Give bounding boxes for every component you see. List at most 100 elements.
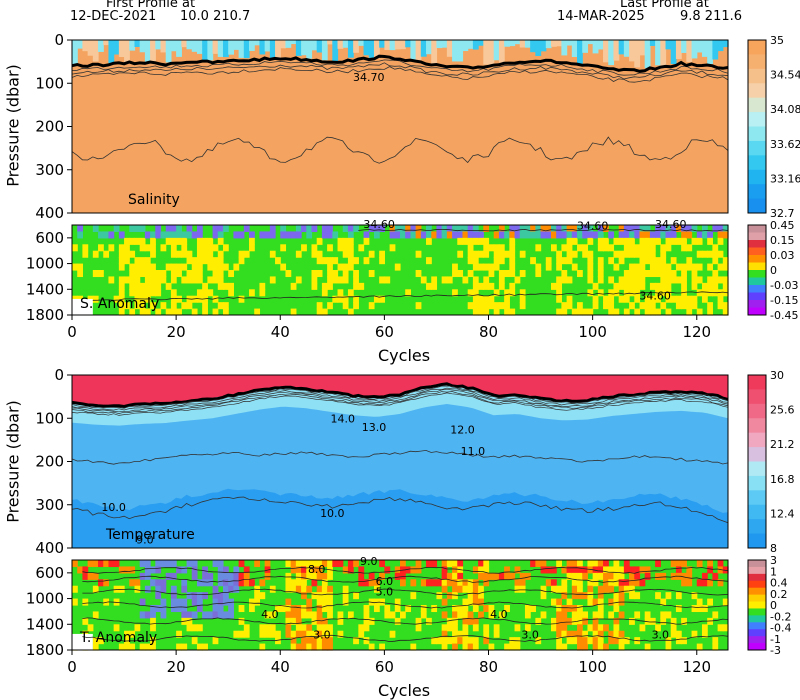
s-anomaly-cell [603, 225, 609, 233]
s-anomaly-cell [618, 257, 625, 265]
salinity-contour [71, 62, 729, 80]
s-anomaly-cell [498, 231, 505, 239]
t-anomaly-cell [139, 611, 146, 619]
t-anomaly-cell [420, 611, 427, 619]
t-anomaly-cell [92, 572, 99, 580]
s-anomaly-cell [623, 270, 630, 278]
s-anomaly-cell [129, 225, 136, 233]
s-anomaly-cell [561, 231, 568, 239]
t-anomaly-cell [446, 592, 453, 600]
t-anomaly-cell [514, 585, 521, 593]
t-anomaly-cell [103, 579, 110, 587]
s-anomaly-cell [660, 244, 667, 252]
salinity-surface-cell [249, 40, 255, 51]
t-anomaly-cell [155, 605, 162, 613]
s-anomaly-cell [363, 257, 370, 265]
s-anomaly-cell [155, 270, 162, 278]
t-anomaly-cell [222, 585, 229, 593]
s-anomaly-cell [707, 308, 713, 316]
s-anomaly-cell [655, 295, 661, 303]
t-anomaly-cell [290, 579, 297, 587]
s-anomaly-cell [165, 282, 172, 290]
s-anomaly-cell [82, 244, 89, 252]
salinity-surface-cell [170, 40, 177, 52]
t-anomaly-cell [207, 572, 214, 580]
s-anomaly-cell [321, 289, 328, 297]
t-anomaly-cell [603, 560, 609, 568]
s-anomaly-cell [389, 244, 396, 252]
s-anomaly-cell [618, 295, 625, 303]
s-anomaly-panel-title: S. Anomaly [80, 296, 160, 312]
x-tick-label: 120 [682, 323, 711, 341]
s-anomaly-cell [478, 263, 484, 271]
t-anomaly-cell [441, 643, 448, 651]
t-anomaly-cell [582, 637, 589, 645]
s-anomaly-cell [493, 257, 500, 265]
t-anomaly-cell [353, 637, 359, 645]
t-anomaly-colorbar-label: 3 [770, 554, 777, 567]
t-anomaly-cell [561, 566, 568, 574]
t-anomaly-cell [452, 637, 458, 645]
s-anomaly-colorbar-swatch [748, 277, 766, 286]
y-tick-label: 0 [54, 366, 64, 384]
s-anomaly-cell [717, 263, 724, 271]
t-anomaly-cell [426, 579, 432, 587]
s-anomaly-cell [498, 302, 505, 310]
t-anomaly-cell [400, 560, 406, 568]
s-anomaly-cell [207, 244, 214, 252]
t-anomaly-cell [394, 572, 401, 580]
s-anomaly-cell [124, 302, 130, 310]
s-anomaly-cell [373, 231, 380, 239]
t-anomaly-cell [462, 630, 469, 638]
s-anomaly-cell [452, 270, 458, 278]
t-anomaly-cell [108, 560, 115, 568]
t-anomaly-cell [462, 643, 469, 651]
s-anomaly-cell [509, 231, 516, 239]
temperature-thermocline-contour [71, 388, 729, 413]
salinity-surface-cell [608, 40, 615, 66]
t-anomaly-cell [316, 598, 323, 606]
s-anomaly-cell [170, 225, 177, 233]
t-anomaly-cell [249, 598, 255, 606]
s-anomaly-cell [519, 270, 526, 278]
salinity-surface-cell [665, 40, 672, 50]
t-anomaly-cell [358, 572, 365, 580]
t-anomaly-cell [457, 630, 464, 638]
s-anomaly-cell [118, 231, 125, 239]
t-anomaly-cell [327, 572, 333, 580]
salinity-colorbar-swatch [748, 140, 766, 156]
t-anomaly-cell [550, 585, 557, 593]
s-anomaly-cell [660, 282, 667, 290]
s-anomaly-cell [722, 308, 729, 316]
salinity-surface-cell [696, 40, 703, 53]
t-anomaly-cell [269, 624, 276, 632]
t-anomaly-cell [347, 611, 354, 619]
s-anomaly-cell [566, 250, 573, 258]
t-anomaly-cell [675, 637, 682, 645]
salinity-colorbar-swatch [748, 126, 766, 142]
salinity-surface-cell [655, 40, 661, 66]
s-anomaly-cell [368, 225, 375, 233]
s-anomaly-cell [150, 237, 156, 245]
s-anomaly-cell [681, 295, 687, 303]
s-anomaly-cell [196, 237, 203, 245]
t-anomaly-cell [306, 637, 313, 645]
s-anomaly-cell [186, 276, 193, 284]
s-anomaly-cell [426, 282, 432, 290]
t-anomaly-cell [665, 643, 672, 651]
salinity-surface-cell [686, 40, 693, 63]
t-anomaly-cell [410, 579, 417, 587]
t-anomaly-cell [165, 572, 172, 580]
s-anomaly-cell [400, 231, 406, 239]
salinity-surface-cell [98, 40, 104, 52]
t-anomaly-contour-label: 3.0 [313, 628, 331, 641]
s-anomaly-cell [259, 231, 266, 239]
s-anomaly-cell [707, 231, 713, 239]
t-anomaly-cell [618, 630, 625, 638]
t-anomaly-cell [129, 643, 136, 651]
s-anomaly-cell [176, 250, 182, 258]
salinity-surface-cell [592, 40, 599, 54]
t-anomaly-contour-label: 4.0 [261, 608, 279, 621]
y-tick-label: 1000 [26, 255, 64, 273]
s-anomaly-cell [577, 244, 583, 252]
